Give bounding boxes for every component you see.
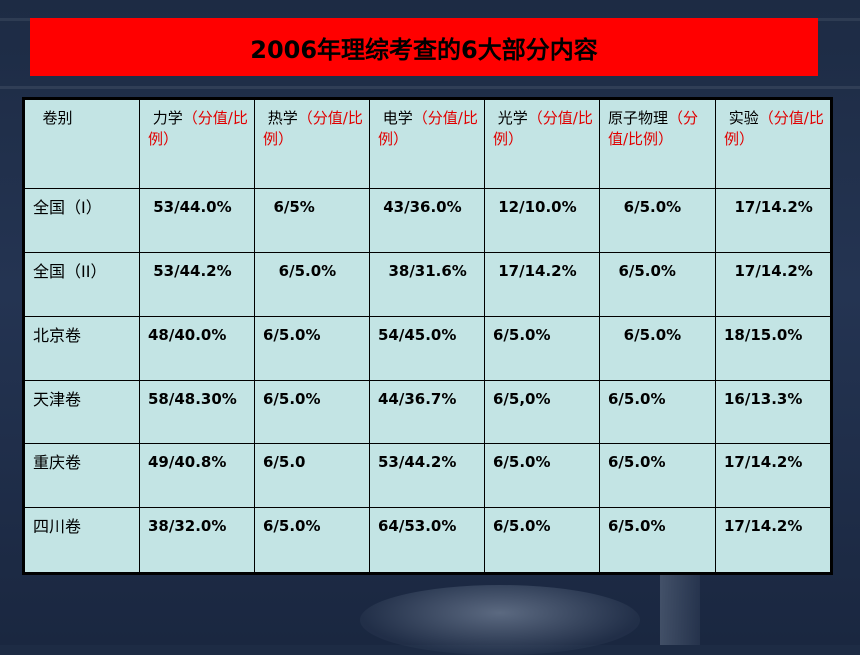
table-cell: 54/45.0% bbox=[369, 315, 485, 381]
row-label: 全国（I） bbox=[23, 188, 140, 253]
table-cell: 64/53.0% bbox=[369, 507, 485, 574]
table-cell: 53/44.2% bbox=[139, 251, 255, 317]
header-cell-electricity: 电学（分值/比例） bbox=[369, 98, 485, 189]
table-cell: 17/14.2% bbox=[715, 251, 832, 317]
table-cell: 6/5.0% bbox=[484, 443, 600, 509]
header-sublabel: （分值/比例） bbox=[148, 109, 248, 148]
table-cell: 6/5.0% bbox=[254, 507, 370, 574]
table-row: 四川卷 38/32.0% 6/5.0% 64/53.0% 6/5.0% 6/5.… bbox=[23, 507, 832, 574]
table-cell: 6/5.0% bbox=[599, 507, 716, 574]
table-cell: 6/5.0% bbox=[254, 315, 370, 381]
slide-title: 2006年理综考查的6大部分内容 bbox=[250, 35, 598, 64]
header-sublabel: （分值/比例） bbox=[608, 109, 699, 148]
table-cell: 6/5.0% bbox=[599, 188, 716, 253]
table-cell: 38/32.0% bbox=[139, 507, 255, 574]
table-cell: 6/5.0% bbox=[599, 251, 716, 317]
table-cell: 6/5.0% bbox=[254, 251, 370, 317]
header-cell-mechanics: 力学（分值/比例） bbox=[139, 98, 255, 189]
header-cell-experiment: 实验（分值/比例） bbox=[715, 98, 832, 189]
background-decoration bbox=[360, 585, 640, 655]
table-row: 全国（I） 53/44.0% 6/5% 43/36.0% 12/10.0% 6/… bbox=[23, 188, 832, 253]
table-cell: 58/48.30% bbox=[139, 379, 255, 445]
table-cell: 43/36.0% bbox=[369, 188, 485, 253]
table-cell: 18/15.0% bbox=[715, 315, 832, 381]
table-cell: 53/44.0% bbox=[139, 188, 255, 253]
table-row: 重庆卷 49/40.8% 6/5.0 53/44.2% 6/5.0% 6/5.0… bbox=[23, 443, 832, 509]
table-cell: 49/40.8% bbox=[139, 443, 255, 509]
table-cell: 17/14.2% bbox=[715, 507, 832, 574]
table-cell: 44/36.7% bbox=[369, 379, 485, 445]
header-sublabel: （分值/比例） bbox=[263, 109, 363, 148]
table-cell: 6/5.0% bbox=[254, 379, 370, 445]
header-label: 电学 bbox=[378, 109, 413, 127]
table-row: 北京卷 48/40.0% 6/5.0% 54/45.0% 6/5.0% 6/5.… bbox=[23, 315, 832, 381]
table-cell: 6/5% bbox=[254, 188, 370, 253]
table-cell: 48/40.0% bbox=[139, 315, 255, 381]
table-cell: 38/31.6% bbox=[369, 251, 485, 317]
header-label: 力学 bbox=[148, 109, 183, 127]
header-label: 热学 bbox=[263, 109, 298, 127]
table-row: 天津卷 58/48.30% 6/5.0% 44/36.7% 6/5,0% 6/5… bbox=[23, 379, 832, 445]
table-cell: 6/5,0% bbox=[484, 379, 600, 445]
table-cell: 17/14.2% bbox=[715, 188, 832, 253]
row-label: 天津卷 bbox=[23, 379, 140, 445]
table-header-row: 卷别 力学（分值/比例） 热学（分值/比例） 电学（分值/比例） 光学（分值/比… bbox=[23, 98, 832, 189]
row-label: 重庆卷 bbox=[23, 443, 140, 509]
slide-title-bar: 2006年理综考查的6大部分内容 bbox=[30, 18, 818, 76]
table-cell: 6/5.0% bbox=[484, 507, 600, 574]
header-label: 实验 bbox=[724, 109, 759, 127]
table-cell: 6/5.0% bbox=[599, 315, 716, 381]
header-cell-thermal: 热学（分值/比例） bbox=[254, 98, 370, 189]
table-cell: 6/5.0% bbox=[484, 315, 600, 381]
header-label: 原子物理 bbox=[608, 109, 669, 127]
table-cell: 17/14.2% bbox=[484, 251, 600, 317]
table-cell: 6/5.0% bbox=[599, 379, 716, 445]
header-cell-optics: 光学（分值/比例） bbox=[484, 98, 600, 189]
header-cell-region: 卷别 bbox=[23, 98, 140, 189]
table-cell: 6/5.0% bbox=[599, 443, 716, 509]
header-label: 光学 bbox=[493, 109, 528, 127]
header-sublabel: （分值/比例） bbox=[724, 109, 824, 148]
table-cell: 17/14.2% bbox=[715, 443, 832, 509]
header-sublabel: （分值/比例） bbox=[378, 109, 478, 148]
header-label: 卷别 bbox=[33, 109, 73, 127]
table-row: 全国（II） 53/44.2% 6/5.0% 38/31.6% 17/14.2%… bbox=[23, 251, 832, 317]
row-label: 北京卷 bbox=[23, 315, 140, 381]
header-cell-atomic: 原子物理（分值/比例） bbox=[599, 98, 716, 189]
header-sublabel: （分值/比例） bbox=[493, 109, 593, 148]
background-stripe bbox=[0, 86, 860, 89]
table-cell: 53/44.2% bbox=[369, 443, 485, 509]
row-label: 全国（II） bbox=[23, 251, 140, 317]
table-cell: 12/10.0% bbox=[484, 188, 600, 253]
exam-content-table: 卷别 力学（分值/比例） 热学（分值/比例） 电学（分值/比例） 光学（分值/比… bbox=[22, 97, 833, 575]
table-cell: 16/13.3% bbox=[715, 379, 832, 445]
table-cell: 6/5.0 bbox=[254, 443, 370, 509]
row-label: 四川卷 bbox=[23, 507, 140, 574]
